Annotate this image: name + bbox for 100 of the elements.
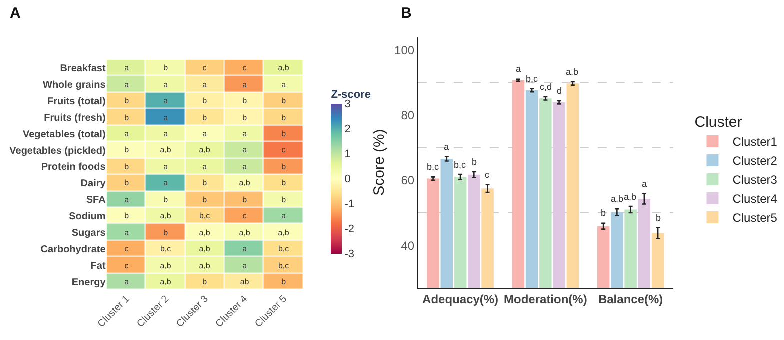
data-label: a — [202, 80, 208, 90]
data-label: b — [202, 278, 208, 287]
data-label: b — [601, 208, 606, 218]
data-label: a,b — [160, 278, 172, 287]
data-label: b — [242, 96, 248, 106]
data-label: b,c — [160, 244, 172, 254]
x-tick-label: Moderation(%) — [504, 292, 588, 306]
y-tick-label: Carbohydrate — [40, 244, 106, 256]
data-label: b,c — [526, 74, 539, 84]
data-label: a,b — [239, 178, 251, 188]
data-label: a — [516, 64, 522, 74]
data-label: a — [164, 162, 169, 172]
data-label: b — [164, 64, 169, 73]
data-label: b,c — [278, 244, 290, 254]
legend-label: Cluster2 — [732, 154, 778, 168]
x-tick-label: Balance(%) — [598, 292, 664, 306]
y-tick-label: 80 — [401, 108, 415, 122]
data-label: b — [242, 114, 248, 123]
data-label: a — [202, 130, 208, 139]
data-label: b — [164, 196, 169, 205]
data-label: a — [242, 162, 248, 172]
y-tick-label: Fruits (fresh) — [44, 112, 106, 124]
y-tick-label: Breakfast — [60, 64, 106, 75]
y-tick-label: Whole grains — [43, 80, 106, 91]
data-label: b — [124, 162, 130, 172]
data-label: a,b — [199, 262, 211, 271]
data-label: b — [282, 114, 287, 123]
data-label: a — [124, 196, 130, 205]
color-bar-title: Z-score — [331, 88, 371, 101]
color-bar-label: -1 — [344, 198, 354, 210]
data-label: a — [164, 178, 169, 188]
data-label: a — [202, 162, 208, 172]
data-label: b — [282, 178, 287, 188]
y-tick-label: 100 — [394, 43, 415, 58]
legend-label: Cluster4 — [732, 192, 778, 206]
data-label: a — [124, 278, 130, 287]
data-label: c — [124, 244, 129, 254]
data-label: a — [242, 130, 248, 139]
data-label: a — [282, 212, 287, 221]
data-label: b — [124, 178, 130, 188]
data-label: a — [124, 64, 130, 73]
color-bar-label: -2 — [344, 223, 354, 236]
y-tick-label: Fat — [90, 260, 106, 272]
data-label: c — [485, 170, 490, 180]
color-bar-label: 1 — [344, 148, 351, 160]
data-label: a,b — [239, 228, 251, 238]
data-label: a,b — [160, 262, 172, 271]
color-bar-label: -3 — [344, 248, 354, 260]
y-axis-title: Score (%) — [370, 129, 388, 196]
data-label: b — [282, 278, 287, 287]
data-label: a,b — [278, 64, 290, 73]
data-label: b — [656, 213, 662, 223]
data-label: a — [444, 142, 450, 152]
data-label: a — [124, 130, 130, 139]
data-label: c — [202, 64, 207, 73]
data-label: c — [242, 212, 247, 221]
data-label: d — [557, 86, 562, 96]
data-label: a,b — [624, 192, 637, 202]
legend-label: Cluster5 — [732, 211, 778, 226]
data-label: a — [164, 96, 169, 106]
data-label: a — [282, 80, 287, 90]
y-tick-label: Sugars — [72, 228, 106, 239]
data-label: ab — [240, 278, 250, 287]
y-tick-label: Dairy — [80, 178, 106, 190]
data-label: b — [282, 130, 287, 139]
data-label: a — [242, 244, 248, 254]
data-label: b,c — [278, 262, 290, 271]
data-label: b — [282, 196, 287, 205]
data-label: b — [202, 196, 208, 205]
legend-label: Cluster1 — [732, 135, 778, 150]
data-label: a,b — [199, 244, 211, 254]
data-label: b — [124, 212, 130, 221]
y-tick-label: 60 — [401, 174, 415, 188]
data-label: b — [282, 162, 287, 172]
y-tick-label: 40 — [401, 238, 415, 253]
y-tick-label: Energy — [72, 277, 106, 288]
y-tick-label: Protein foods — [41, 162, 106, 174]
data-label: c,d — [540, 82, 552, 92]
color-bar-label: 2 — [344, 123, 351, 136]
y-tick-label: Sodium — [69, 212, 106, 223]
data-label: b — [164, 228, 169, 238]
legend-label: Cluster3 — [732, 173, 778, 188]
data-label: a,b — [566, 67, 579, 77]
data-label: b — [202, 178, 208, 188]
color-bar-label: 3 — [344, 98, 351, 110]
color-bar-label: 0 — [344, 173, 351, 186]
data-label: c — [282, 146, 286, 155]
data-label: a,b — [278, 228, 290, 238]
data-label: a,b — [160, 146, 172, 155]
data-label: a — [242, 146, 248, 155]
legend-title: Cluster — [694, 114, 742, 131]
data-label: b — [282, 96, 287, 106]
data-label: b,c — [199, 212, 210, 221]
data-label: a — [242, 262, 248, 271]
data-label: b — [124, 96, 130, 106]
data-label: a — [242, 80, 248, 90]
y-tick-label: Vegetables (total) — [23, 129, 106, 140]
data-label: c — [124, 262, 129, 271]
data-label: b — [124, 114, 130, 123]
y-tick-label: SFA — [86, 195, 106, 206]
